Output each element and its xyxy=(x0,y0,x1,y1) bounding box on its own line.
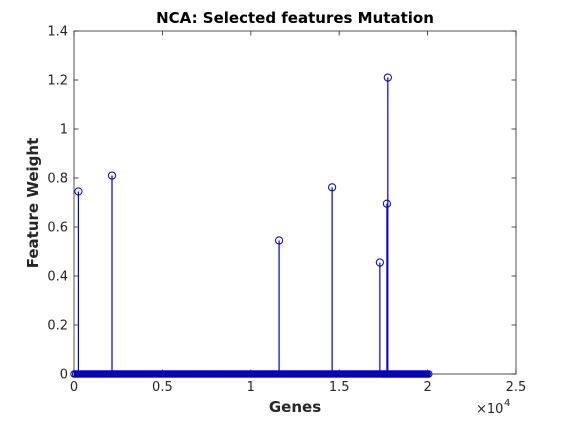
y-tick-label: 0.4 xyxy=(47,270,68,285)
plot-area xyxy=(74,31,516,374)
y-axis-title: Feature Weight xyxy=(24,138,42,269)
chart-title: NCA: Selected features Mutation xyxy=(156,9,434,27)
x-tick-label: 1 xyxy=(247,380,255,395)
x-axis-title: Genes xyxy=(269,398,321,416)
stem-marker xyxy=(74,187,83,196)
y-tick-label: 0.2 xyxy=(47,319,68,334)
x-tick-label: 2.5 xyxy=(506,380,527,395)
x-axis-multiplier-exponent: 4 xyxy=(504,398,510,409)
y-tick-label: 0 xyxy=(60,368,68,383)
stem-marker xyxy=(107,171,117,180)
stem-marker xyxy=(383,73,392,82)
y-tick-label: 0.8 xyxy=(47,172,68,187)
stem-marker xyxy=(328,183,337,192)
y-tick-label: 1 xyxy=(60,123,68,138)
axes-box xyxy=(73,30,517,375)
x-tick-label: 2 xyxy=(423,380,431,395)
y-tick-label: 1.4 xyxy=(47,25,68,40)
x-tick-label: 0.5 xyxy=(152,380,173,395)
stem-marker xyxy=(274,236,284,245)
x-tick-label: 1.5 xyxy=(329,380,350,395)
plot-background xyxy=(74,31,516,374)
y-tick-label: 1.2 xyxy=(47,74,68,89)
x-tick-label: 0 xyxy=(70,380,78,395)
stem-marker xyxy=(382,199,392,208)
stem-marker xyxy=(375,258,384,267)
axes: 0 0.5 1 1.5 2 2.5 0 0.2 0.4 0.6 0.8 1 1.2 1.4 xyxy=(47,25,526,396)
y-tick-label: 0.6 xyxy=(47,221,68,236)
x-axis-multiplier: ×10 xyxy=(476,402,503,417)
